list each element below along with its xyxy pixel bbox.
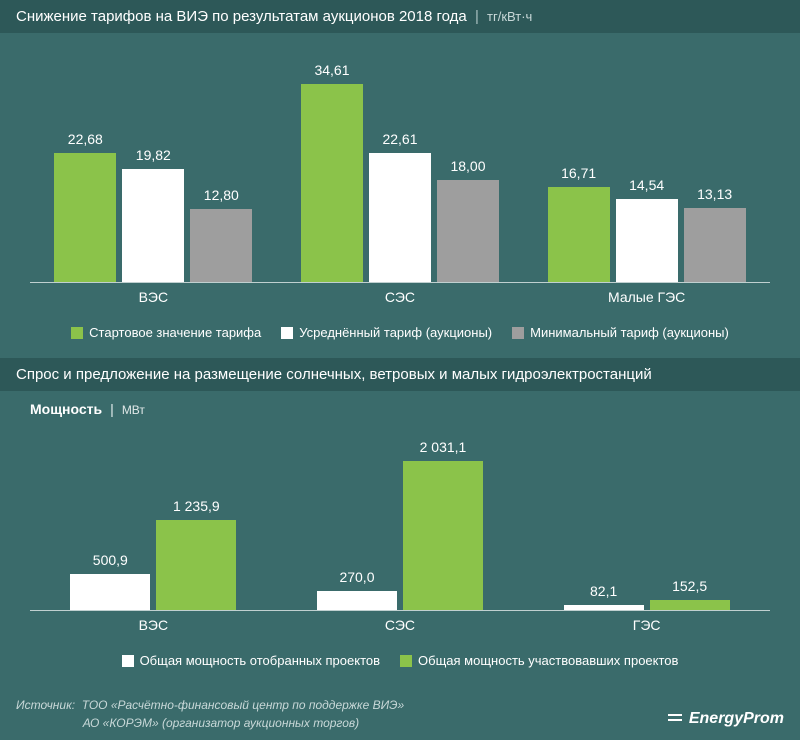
bar: 2 031,1 xyxy=(403,461,483,611)
legend-swatch xyxy=(122,655,134,667)
chart2-title-bar: Спрос и предложение на размещение солнеч… xyxy=(0,358,800,391)
brand-icon xyxy=(668,710,684,724)
bar-value-label: 82,1 xyxy=(564,583,644,599)
chart2-panel: Спрос и предложение на размещение солнеч… xyxy=(0,358,800,668)
bar: 16,71 xyxy=(548,187,610,283)
source-label: Источник: xyxy=(16,698,75,712)
chart2-subtitle-label: Мощность xyxy=(30,401,102,417)
legend-item: Усреднённый тариф (аукционы) xyxy=(281,325,492,340)
chart2-subtitle: Мощность | МВт xyxy=(0,391,800,421)
bar: 270,0 xyxy=(317,591,397,611)
bar: 1 235,9 xyxy=(156,520,236,611)
bar-value-label: 22,68 xyxy=(54,131,116,147)
source-line1: ТОО «Расчётно-финансовый центр по поддер… xyxy=(82,698,404,712)
category-label: Малые ГЭС xyxy=(525,289,769,305)
bar-group: 22,6819,8212,80 xyxy=(54,53,252,283)
category-label: ГЭС xyxy=(525,617,769,633)
brand-text: EnergyProm xyxy=(689,710,784,727)
bar: 22,61 xyxy=(369,153,431,283)
bar: 14,54 xyxy=(616,199,678,283)
footer: Источник: ТОО «Расчётно-финансовый центр… xyxy=(0,696,800,740)
chart2-unit: МВт xyxy=(122,403,145,417)
bar-value-label: 14,54 xyxy=(616,177,678,193)
chart1-unit: тг/кВт·ч xyxy=(487,9,532,24)
category-label: ВЭС xyxy=(31,289,275,305)
chart2-legend: Общая мощность отобранных проектов Общая … xyxy=(0,653,800,668)
legend-swatch xyxy=(71,327,83,339)
legend-swatch xyxy=(512,327,524,339)
bar-value-label: 270,0 xyxy=(317,569,397,585)
bar: 22,68 xyxy=(54,153,116,283)
chart2-category-labels: ВЭССЭСГЭС xyxy=(30,617,770,633)
chart1-panel: Снижение тарифов на ВИЭ по результатам а… xyxy=(0,0,800,340)
x-axis xyxy=(30,282,770,283)
chart1-legend: Стартовое значение тарифа Усреднённый тар… xyxy=(0,325,800,340)
legend-label: Общая мощность участвовавших проектов xyxy=(418,653,678,668)
bar: 34,61 xyxy=(301,84,363,283)
category-label: СЭС xyxy=(278,289,522,305)
bar-group: 270,0 2 031,1 xyxy=(317,441,483,611)
category-label: ВЭС xyxy=(31,617,275,633)
legend-label: Минимальный тариф (аукционы) xyxy=(530,325,729,340)
bar-value-label: 1 235,9 xyxy=(156,498,236,514)
chart2-plot: 500,91 235,9270,02 031,182,1152,5 xyxy=(30,441,770,611)
bar-value-label: 34,61 xyxy=(301,62,363,78)
bar: 12,80 xyxy=(190,209,252,283)
source-block: Источник: ТОО «Расчётно-финансовый центр… xyxy=(16,696,404,732)
brand: EnergyProm xyxy=(668,709,784,732)
chart1-title: Снижение тарифов на ВИЭ по результатам а… xyxy=(16,8,467,25)
bar-value-label: 12,80 xyxy=(190,187,252,203)
bar: 18,00 xyxy=(437,180,499,284)
bar: 13,13 xyxy=(684,208,746,283)
bar-value-label: 18,00 xyxy=(437,158,499,174)
legend-label: Стартовое значение тарифа xyxy=(89,325,261,340)
bar-group: 34,6122,6118,00 xyxy=(301,53,499,283)
x-axis xyxy=(30,610,770,611)
bar-value-label: 19,82 xyxy=(122,147,184,163)
category-label: СЭС xyxy=(278,617,522,633)
legend-item: Минимальный тариф (аукционы) xyxy=(512,325,729,340)
chart1-plot: 22,6819,8212,8034,6122,6118,0016,7114,54… xyxy=(30,53,770,283)
separator: | xyxy=(471,8,483,25)
bar-value-label: 22,61 xyxy=(369,131,431,147)
legend-item: Общая мощность отобранных проектов xyxy=(122,653,380,668)
bar-group: 16,7114,5413,13 xyxy=(548,53,746,283)
bar: 500,9 xyxy=(70,574,150,611)
chart1-title-bar: Снижение тарифов на ВИЭ по результатам а… xyxy=(0,0,800,33)
legend-item: Общая мощность участвовавших проектов xyxy=(400,653,678,668)
separator: | xyxy=(106,401,118,417)
legend-swatch xyxy=(281,327,293,339)
legend-label: Усреднённый тариф (аукционы) xyxy=(299,325,492,340)
source-line2: АО «КОРЭМ» (организатор аукционных торго… xyxy=(83,716,359,730)
bar-value-label: 500,9 xyxy=(70,552,150,568)
bar-value-label: 16,71 xyxy=(548,165,610,181)
chart1-category-labels: ВЭССЭСМалые ГЭС xyxy=(30,289,770,305)
bar-group: 82,1 152,5 xyxy=(564,441,730,611)
bar-value-label: 152,5 xyxy=(650,578,730,594)
chart2-title: Спрос и предложение на размещение солнеч… xyxy=(16,366,652,383)
legend-label: Общая мощность отобранных проектов xyxy=(140,653,380,668)
legend-swatch xyxy=(400,655,412,667)
bar-value-label: 2 031,1 xyxy=(403,439,483,455)
bar-value-label: 13,13 xyxy=(684,186,746,202)
bar-group: 500,91 235,9 xyxy=(70,441,236,611)
bar: 19,82 xyxy=(122,169,184,283)
legend-item: Стартовое значение тарифа xyxy=(71,325,261,340)
